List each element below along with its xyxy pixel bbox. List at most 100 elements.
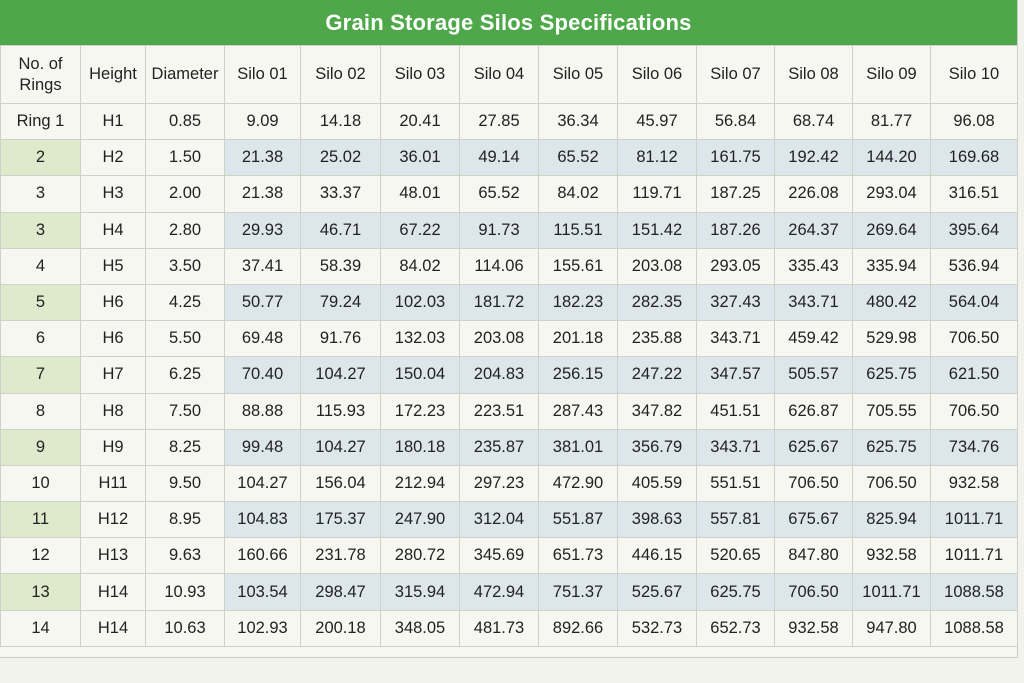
table-row: Ring 1 H1 0.85 9.09 14.18 20.41 27.85 36.34 45.9… bbox=[0, 102, 1018, 141]
silo-value-cell: 472.90 bbox=[538, 464, 618, 503]
silo-value-cell: 625.75 bbox=[696, 573, 775, 611]
silo-value-cell: 46.71 bbox=[300, 211, 381, 249]
silo-value-cell: 27.85 bbox=[459, 102, 539, 141]
silo-value-cell: 114.06 bbox=[459, 247, 539, 285]
silo-value-cell: 204.83 bbox=[459, 356, 539, 394]
silo-value-cell: 181.72 bbox=[459, 283, 539, 322]
silo-value-cell: 932.58 bbox=[852, 537, 931, 575]
silo-value-cell: 312.04 bbox=[459, 501, 539, 539]
silo-value-cell: 223.51 bbox=[459, 392, 539, 430]
table-row: 11 H12 8.95 104.83 175.37 247.90 312.04 551.87 3… bbox=[0, 501, 1018, 539]
silo-value-cell: 451.51 bbox=[696, 392, 775, 430]
silo-value-cell: 69.48 bbox=[224, 320, 301, 358]
silo-value-cell: 172.23 bbox=[380, 392, 460, 430]
silo-value-cell: 1088.58 bbox=[930, 573, 1018, 611]
table-body: Ring 1 H1 0.85 9.09 14.18 20.41 27.85 36.34 45.9… bbox=[0, 102, 1018, 647]
silo-value-cell: 70.40 bbox=[224, 356, 301, 394]
ring-cell: 8 bbox=[0, 392, 81, 430]
silo-value-cell: 932.58 bbox=[774, 609, 853, 647]
silo-value-cell: 706.50 bbox=[852, 464, 931, 503]
silo-value-cell: 264.37 bbox=[774, 211, 853, 249]
silo-value-cell: 115.93 bbox=[300, 392, 381, 430]
silo-value-cell: 472.94 bbox=[459, 573, 539, 611]
silo-value-cell: 1011.71 bbox=[930, 537, 1018, 575]
column-header-silo-09: Silo 09 bbox=[852, 45, 931, 104]
silo-value-cell: 621.50 bbox=[930, 356, 1018, 394]
silo-value-cell: 825.94 bbox=[852, 501, 931, 539]
silo-value-cell: 1088.58 bbox=[930, 609, 1018, 647]
column-header-silo-03: Silo 03 bbox=[380, 45, 460, 104]
silo-value-cell: 247.22 bbox=[617, 356, 697, 394]
table-row: 3 H3 2.00 21.38 33.37 48.01 65.52 84.02 119.71 18… bbox=[0, 175, 1018, 213]
spec-sheet: Grain Storage Silos Specifications No. o… bbox=[0, 0, 1018, 658]
silo-value-cell: 287.43 bbox=[538, 392, 618, 430]
silo-value-cell: 150.04 bbox=[380, 356, 460, 394]
diameter-cell: 7.50 bbox=[145, 392, 225, 430]
silo-value-cell: 180.18 bbox=[380, 428, 460, 466]
height-cell: H5 bbox=[80, 247, 146, 285]
silo-value-cell: 235.88 bbox=[617, 320, 697, 358]
diameter-cell: 3.50 bbox=[145, 247, 225, 285]
ring-cell: 13 bbox=[0, 573, 81, 611]
silo-value-cell: 175.37 bbox=[300, 501, 381, 539]
ring-cell: 6 bbox=[0, 320, 81, 358]
table-row: 10 H11 9.50 104.27 156.04 212.94 297.23 472.90 4… bbox=[0, 464, 1018, 503]
silo-value-cell: 104.27 bbox=[300, 356, 381, 394]
silo-value-cell: 115.51 bbox=[538, 211, 618, 249]
silo-value-cell: 525.67 bbox=[617, 573, 697, 611]
column-header-silo-02: Silo 02 bbox=[300, 45, 381, 104]
silo-value-cell: 335.94 bbox=[852, 247, 931, 285]
diameter-cell: 6.25 bbox=[145, 356, 225, 394]
silo-value-cell: 65.52 bbox=[459, 175, 539, 213]
silo-value-cell: 247.90 bbox=[380, 501, 460, 539]
column-header-silo-06: Silo 06 bbox=[617, 45, 697, 104]
ring-cell: 9 bbox=[0, 428, 81, 466]
diameter-cell: 9.50 bbox=[145, 464, 225, 503]
silo-value-cell: 226.08 bbox=[774, 175, 853, 213]
silo-value-cell: 706.50 bbox=[774, 464, 853, 503]
silo-value-cell: 20.41 bbox=[380, 102, 460, 141]
silo-value-cell: 104.83 bbox=[224, 501, 301, 539]
silo-value-cell: 343.71 bbox=[696, 428, 775, 466]
silo-value-cell: 625.67 bbox=[774, 428, 853, 466]
silo-value-cell: 14.18 bbox=[300, 102, 381, 141]
silo-value-cell: 348.05 bbox=[380, 609, 460, 647]
silo-value-cell: 9.09 bbox=[224, 102, 301, 141]
silo-value-cell: 182.23 bbox=[538, 283, 618, 322]
silo-value-cell: 316.51 bbox=[930, 175, 1018, 213]
silo-value-cell: 203.08 bbox=[617, 247, 697, 285]
height-cell: H4 bbox=[80, 211, 146, 249]
silo-value-cell: 84.02 bbox=[380, 247, 460, 285]
silo-value-cell: 200.18 bbox=[300, 609, 381, 647]
silo-value-cell: 892.66 bbox=[538, 609, 618, 647]
table-title: Grain Storage Silos Specifications bbox=[0, 0, 1017, 45]
silo-value-cell: 335.43 bbox=[774, 247, 853, 285]
height-cell: H14 bbox=[80, 573, 146, 611]
column-header-rings: No. of Rings bbox=[0, 45, 81, 104]
silo-value-cell: 88.88 bbox=[224, 392, 301, 430]
specifications-table: No. of Rings Height Diameter Silo 01 Sil… bbox=[0, 45, 1018, 647]
height-cell: H13 bbox=[80, 537, 146, 575]
diameter-cell: 1.50 bbox=[145, 139, 225, 177]
ring-cell: 12 bbox=[0, 537, 81, 575]
silo-value-cell: 102.03 bbox=[380, 283, 460, 322]
table-row: 13 H14 10.93 103.54 298.47 315.94 472.94 751.37… bbox=[0, 573, 1018, 611]
silo-value-cell: 169.68 bbox=[930, 139, 1018, 177]
silo-value-cell: 160.66 bbox=[224, 537, 301, 575]
height-cell: H6 bbox=[80, 320, 146, 358]
silo-value-cell: 91.73 bbox=[459, 211, 539, 249]
silo-value-cell: 734.76 bbox=[930, 428, 1018, 466]
silo-value-cell: 652.73 bbox=[696, 609, 775, 647]
silo-value-cell: 50.77 bbox=[224, 283, 301, 322]
diameter-cell: 4.25 bbox=[145, 283, 225, 322]
silo-value-cell: 99.48 bbox=[224, 428, 301, 466]
silo-value-cell: 104.27 bbox=[224, 464, 301, 503]
silo-value-cell: 104.27 bbox=[300, 428, 381, 466]
ring-cell: 5 bbox=[0, 283, 81, 322]
silo-value-cell: 151.42 bbox=[617, 211, 697, 249]
height-cell: H1 bbox=[80, 102, 146, 141]
silo-value-cell: 68.74 bbox=[774, 102, 853, 141]
diameter-cell: 8.25 bbox=[145, 428, 225, 466]
column-header-diameter: Diameter bbox=[145, 45, 225, 104]
silo-value-cell: 84.02 bbox=[538, 175, 618, 213]
